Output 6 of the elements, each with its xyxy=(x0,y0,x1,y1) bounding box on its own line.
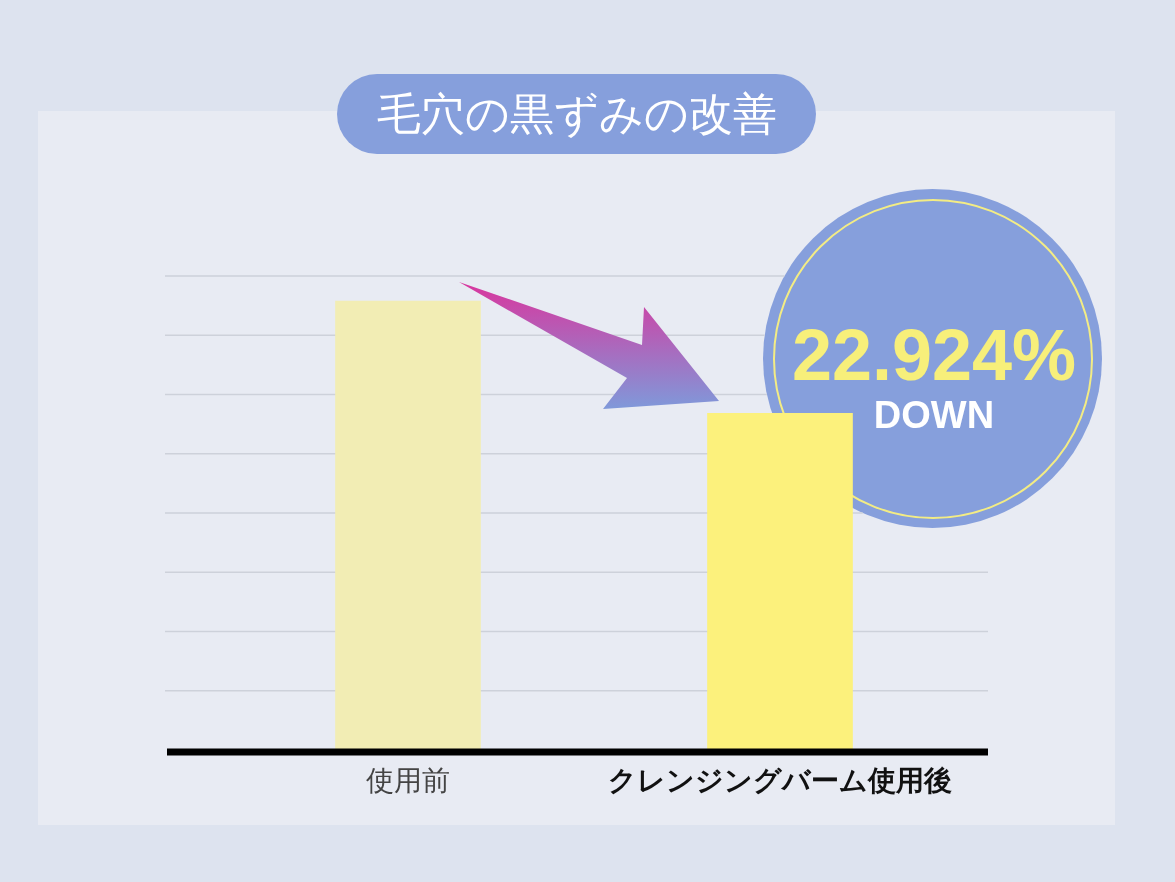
x-tick-label: クレンジングバーム使用後 xyxy=(608,764,952,798)
annotation: DOWN xyxy=(873,394,995,436)
annotation: 22.924% xyxy=(791,315,1077,395)
chart-title: 毛穴の黒ずみの改善 xyxy=(376,88,777,140)
title-pill: 毛穴の黒ずみの改善 xyxy=(337,74,816,154)
x-tick-label: 使用前 xyxy=(366,764,450,798)
